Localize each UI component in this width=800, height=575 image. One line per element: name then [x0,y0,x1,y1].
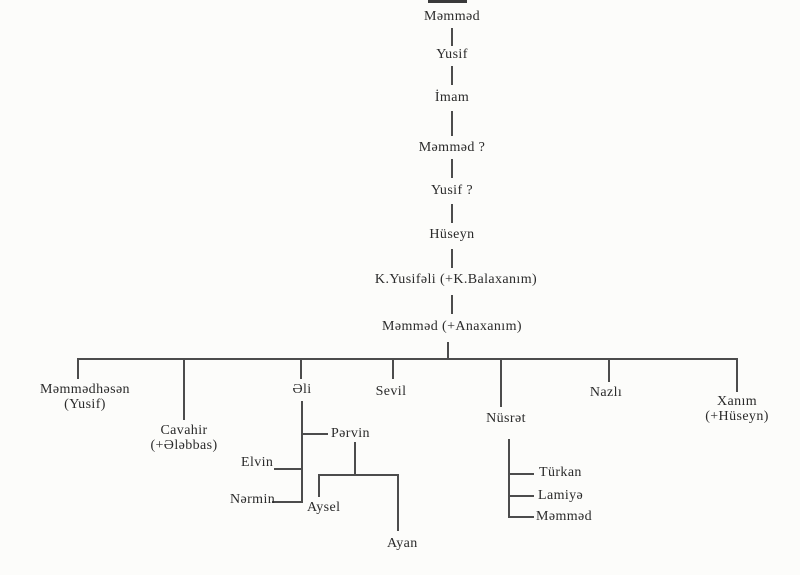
person-lamiya: Lamiyə [538,488,584,503]
connector-line [447,342,449,358]
person-sevil: Sevil [375,384,407,399]
person-yusif-gen2: Yusif [436,47,468,62]
connector-line [500,358,502,407]
person-huseyn-gen6: Hüseyn [429,227,475,242]
connector-line [508,495,534,497]
connector-line [318,474,320,497]
person-mammadhasan-note: (Yusif) [64,397,106,412]
person-xanim: Xanım [716,394,758,409]
connector-line [451,159,453,178]
person-elvin: Elvin [241,455,274,470]
connector-line [354,442,356,475]
connector-line [451,249,453,268]
sibling-bar [77,358,738,360]
person-yusif-gen5: Yusif ? [430,183,474,198]
connector-line [508,516,534,518]
person-mammad-bottom: Məmməd [536,509,593,524]
connector-line [274,468,301,470]
person-nusrat: Nüsrət [486,411,526,426]
connector-line [451,295,453,314]
person-mammad-gen1: Məmməd [423,9,481,24]
connector-line [397,474,399,531]
person-k-yusifali: K.Yusifəli (+K.Balaxanım) [374,272,538,287]
person-xanim-note: (+Hüseyn) [705,409,769,424]
scan-artifact [428,0,467,3]
connector-line [77,358,79,379]
connector-line [301,433,328,435]
connector-line [272,501,301,503]
connector-line [301,401,303,503]
person-narmin: Nərmin [230,492,276,507]
connector-line [300,358,302,379]
connector-line [392,358,394,379]
connector-line [508,473,534,475]
connector-line [451,111,453,136]
connector-line [508,439,510,518]
person-cavahir: Cavahir [160,423,208,438]
person-ayan: Ayan [387,536,418,551]
person-cavahir-note: (+Ələbbas) [150,438,218,453]
connector-line [318,474,399,476]
person-aysel: Aysel [307,500,341,515]
person-ali: Əli [292,382,312,397]
person-mammadhasan: Məmmədhəsən [40,382,130,397]
connector-line [183,358,185,420]
person-parvin: Pərvin [331,426,370,441]
person-mammad-gen4: Məmməd ? [418,140,486,155]
connector-line [451,28,453,46]
person-mammad-anaxanim: Məmməd (+Anaxanım) [382,319,522,334]
person-turkan: Türkan [539,465,582,480]
connector-line [451,204,453,223]
connector-line [736,358,738,392]
person-nazli: Nazlı [589,385,623,400]
connector-line [451,66,453,85]
person-imam-gen3: İmam [434,90,470,105]
connector-line [608,358,610,382]
